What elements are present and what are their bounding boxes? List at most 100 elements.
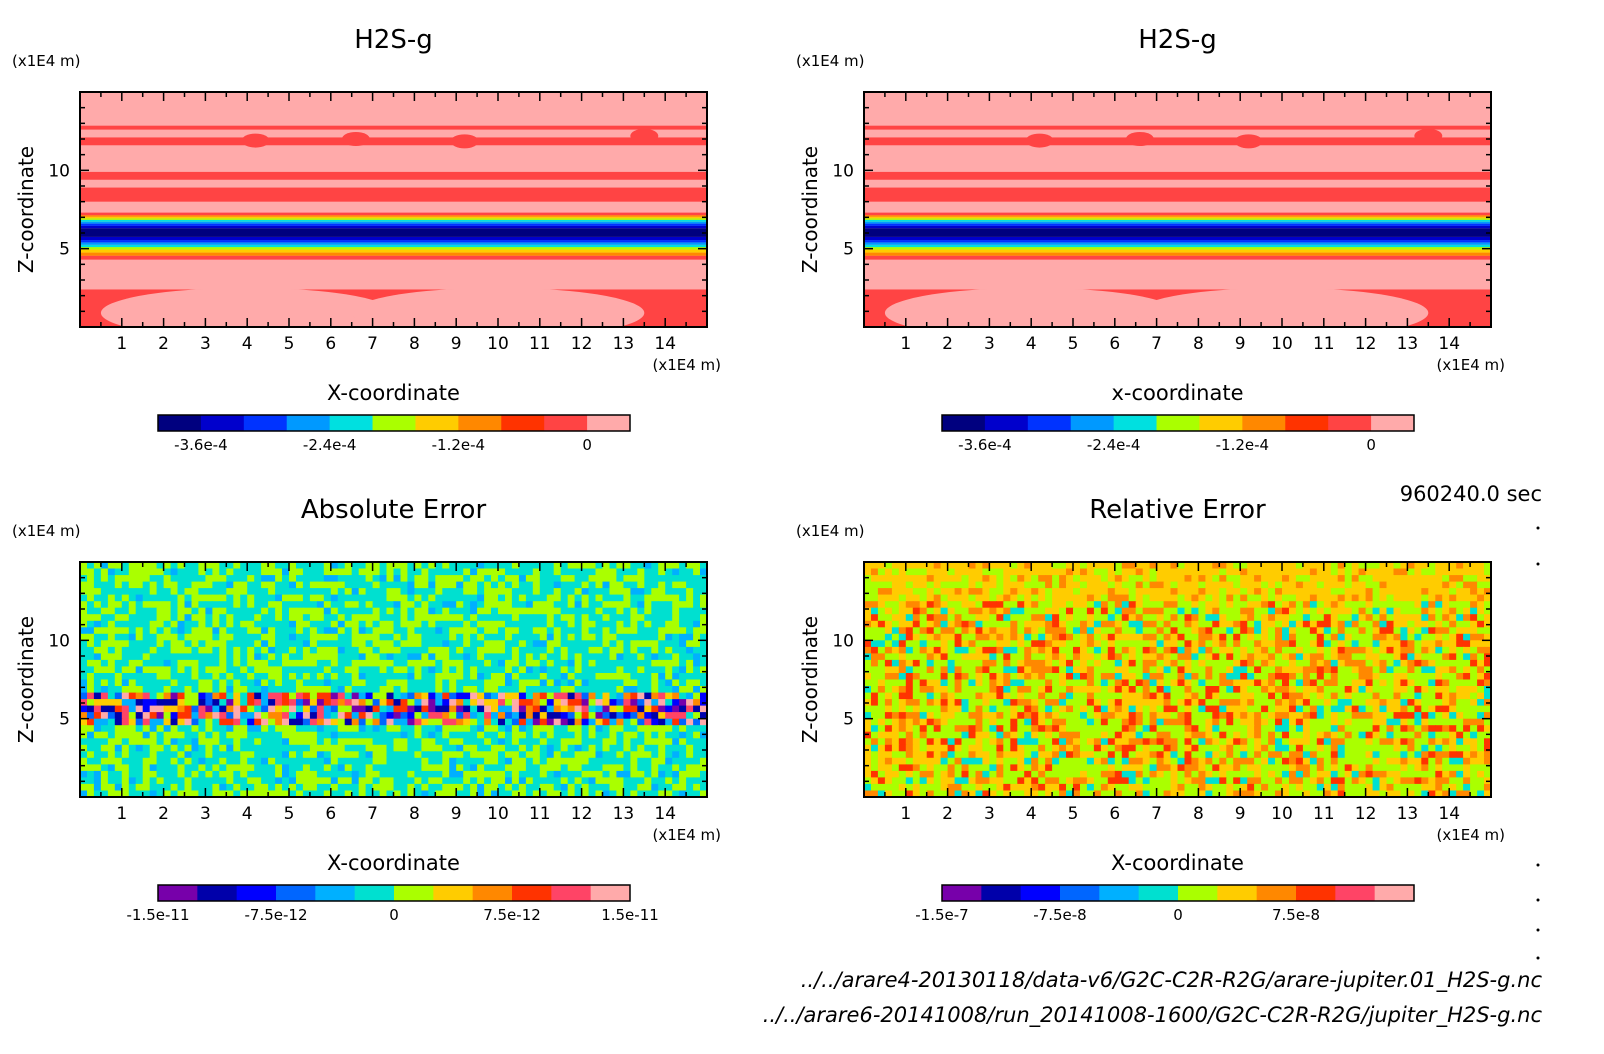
field-cell [114, 620, 123, 628]
field-cell [511, 738, 520, 746]
field-cell [484, 562, 492, 570]
field-cell [1184, 588, 1193, 596]
field-cell [1240, 562, 1248, 570]
field-cell [142, 659, 151, 667]
field-cell [1212, 601, 1220, 609]
field-cell [344, 679, 353, 687]
field-cell [567, 777, 576, 785]
field-cell [961, 620, 970, 628]
field-cell [470, 562, 478, 570]
field-cell [1086, 581, 1095, 589]
field-cell [386, 673, 395, 681]
field-cell [1247, 562, 1255, 570]
field-cell [1163, 627, 1172, 635]
field-cell [1128, 620, 1137, 628]
field-cell [651, 627, 659, 635]
field-cell [442, 751, 450, 759]
field-cell [491, 575, 499, 583]
field-cell [491, 673, 499, 681]
field-cell [191, 575, 200, 583]
field-cell [1233, 646, 1241, 654]
field-cell [414, 673, 422, 681]
field-cell [1372, 588, 1381, 596]
x-tick-label: 11 [529, 804, 551, 824]
field-cell [1316, 614, 1325, 622]
field-cell [80, 614, 88, 622]
field-cell [87, 731, 95, 739]
field-cell [386, 601, 395, 609]
field-cell [344, 588, 353, 596]
field-cell [337, 686, 346, 694]
field-cell [435, 699, 443, 707]
field-cell [275, 686, 283, 694]
field-cell [393, 783, 402, 791]
field-cell [672, 646, 680, 654]
field-cell [282, 725, 290, 733]
field-cell [205, 699, 213, 707]
field-cell [1073, 562, 1081, 570]
x-axis-label: x-coordinate [1111, 381, 1243, 405]
field-cell [877, 633, 886, 641]
field-cell [142, 731, 151, 739]
field-cell [302, 568, 311, 576]
field-cell [1400, 620, 1408, 628]
field-cell [1100, 594, 1109, 602]
field-cell [477, 673, 485, 681]
field-cell [372, 614, 381, 622]
field-cell [672, 783, 680, 791]
field-cell [1316, 620, 1325, 628]
field-cell [219, 699, 227, 707]
field-cell [588, 712, 597, 720]
field-cell [87, 757, 95, 765]
field-cell [275, 568, 283, 576]
field-cell [309, 725, 318, 733]
field-cell [282, 757, 290, 765]
field-cell [337, 646, 346, 654]
field-cell [156, 666, 165, 674]
field-cell [546, 673, 555, 681]
field-cell [442, 777, 450, 785]
field-cell [1275, 588, 1283, 596]
field-cell [1198, 601, 1206, 609]
colorbar-swatch [1371, 415, 1415, 431]
colorbar-tick-label: -7.5e-12 [245, 906, 308, 924]
field-cell [309, 581, 318, 589]
field-cell [309, 575, 318, 583]
field-cell [940, 594, 949, 602]
field-cell [393, 686, 402, 694]
field-cell [532, 646, 541, 654]
field-cell [574, 607, 583, 615]
field-cell [87, 607, 95, 615]
field-cell [961, 614, 970, 622]
field-cell [484, 692, 492, 700]
field-cell [1191, 614, 1199, 622]
field-cell [1470, 633, 1478, 641]
field-cell [1003, 646, 1011, 654]
field-cell [1330, 568, 1339, 576]
field-cell [393, 633, 402, 641]
field-cell [679, 627, 687, 635]
field-cell [323, 562, 332, 570]
field-cell [574, 751, 583, 759]
field-cell [518, 594, 527, 602]
field-cell [1463, 607, 1471, 615]
field-cell [296, 659, 304, 667]
field-cell [553, 764, 562, 772]
field-cell [1323, 562, 1332, 570]
field-cell [1045, 620, 1053, 628]
field-cell [975, 646, 984, 654]
field-cell [463, 588, 471, 596]
field-cell [630, 627, 638, 635]
field-cell [933, 627, 942, 635]
field-cell [365, 633, 374, 641]
field-cell [184, 607, 193, 615]
x-tick-label: 14 [654, 804, 676, 824]
field-cell [114, 679, 123, 687]
field-cell [651, 725, 659, 733]
field-cell [296, 601, 304, 609]
field-cell [456, 620, 464, 628]
field-cell [407, 568, 415, 576]
field-cell [525, 699, 534, 707]
field-cell [268, 699, 276, 707]
field-cell [975, 633, 984, 641]
